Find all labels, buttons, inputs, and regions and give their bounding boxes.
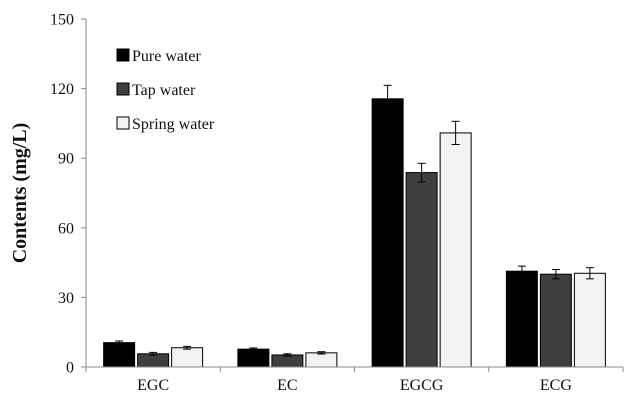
legend-label: Pure water [132, 48, 202, 65]
y-tick-label: 60 [58, 220, 74, 237]
y-tick-label: 90 [58, 151, 74, 168]
y-tick-label: 0 [66, 360, 74, 377]
legend-label: Tap water [132, 82, 196, 99]
legend: Pure water Tap water Spring water [116, 48, 215, 133]
bars-layer [103, 84, 606, 368]
bar [171, 347, 204, 368]
x-tick-label: EGC [137, 377, 169, 394]
legend-label: Spring water [132, 116, 215, 133]
x-tick-label: ECG [540, 377, 572, 394]
legend-swatch [116, 116, 130, 130]
y-ticks-layer: 0 30 60 90 120 150 [50, 12, 86, 377]
axes-layer [85, 19, 624, 372]
bar [237, 348, 270, 368]
bar [405, 172, 438, 368]
y-tick-label: 30 [58, 290, 74, 307]
bar [305, 352, 338, 368]
legend-swatch [116, 82, 130, 96]
y-axis-title: Contents (mg/L) [9, 123, 31, 264]
x-tick-labels-layer: EGC EC EGCG ECG [137, 377, 572, 394]
bar [271, 354, 304, 368]
x-tick-label: EGCG [400, 377, 444, 394]
bar [439, 132, 472, 368]
y-tick-label: 120 [50, 81, 74, 98]
bar [103, 342, 136, 368]
bar [137, 353, 170, 368]
bar [371, 98, 404, 368]
bar [505, 270, 538, 368]
legend-swatch [116, 48, 130, 62]
bar [539, 273, 572, 368]
y-tick-label: 150 [50, 12, 74, 29]
x-tick-label: EC [277, 377, 297, 394]
bar [573, 272, 606, 368]
